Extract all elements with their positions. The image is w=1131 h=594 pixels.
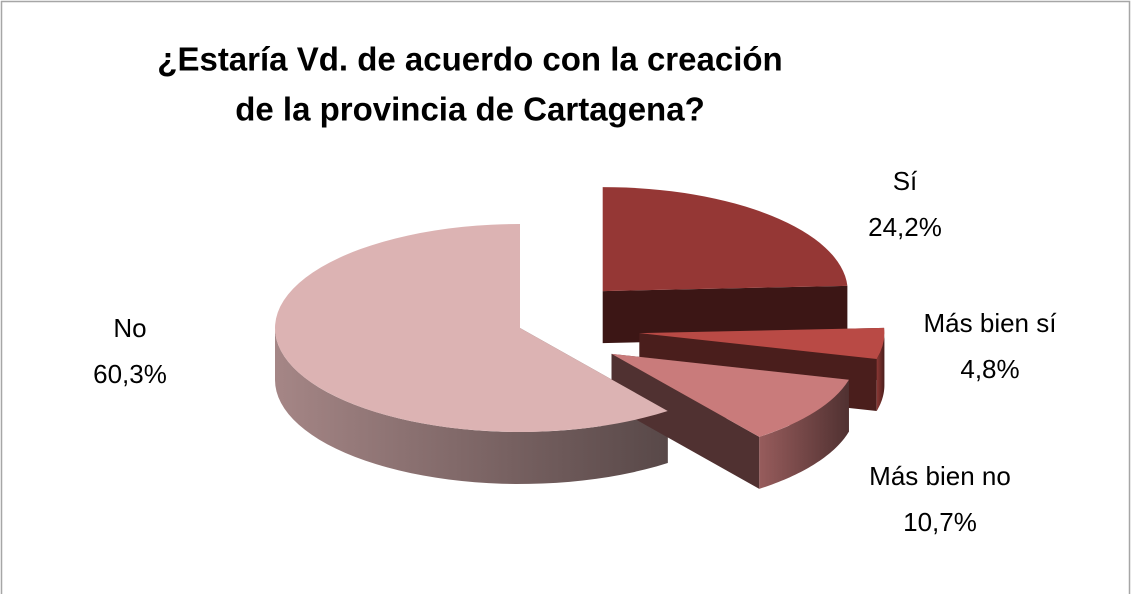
value-label: 24,2% — [868, 212, 942, 242]
slice-wall — [876, 333, 885, 411]
slice — [274, 224, 668, 433]
slice-label: Más bien no — [869, 461, 1011, 491]
slice-label: Más bien sí — [924, 308, 1058, 338]
chart-title: ¿Estaría Vd. de acuerdo con la creación — [157, 41, 782, 78]
value-label: 60,3% — [93, 359, 167, 389]
slice-label: No — [113, 313, 146, 343]
slice-label: Sí — [893, 166, 918, 196]
slice-wall — [275, 328, 668, 484]
slice-wall — [759, 379, 849, 489]
slice — [639, 327, 885, 359]
slice — [611, 353, 849, 437]
value-label: 4,8% — [960, 354, 1019, 384]
value-label: 10,7% — [903, 507, 977, 537]
chart-title: de la provincia de Cartagena? — [235, 91, 704, 128]
slice-side — [602, 285, 848, 344]
slice — [602, 187, 848, 292]
slice-side — [611, 353, 760, 489]
